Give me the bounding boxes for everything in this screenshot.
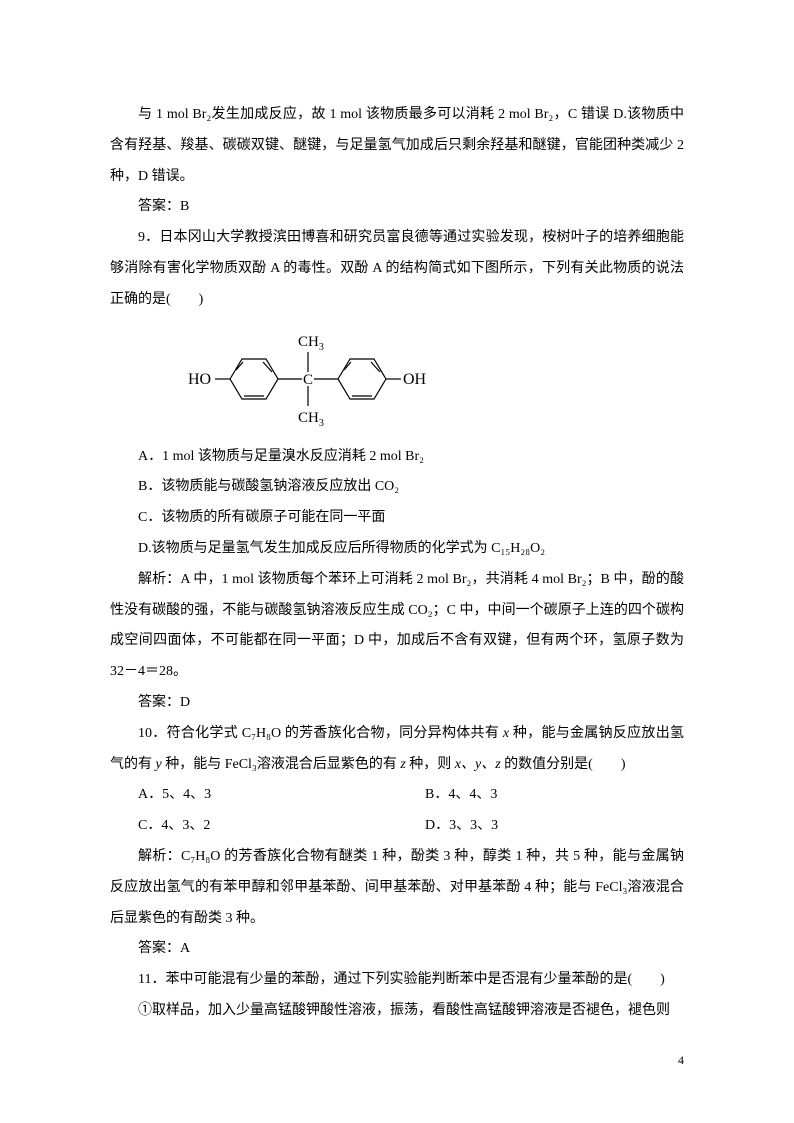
- intro-answer: 答案：B: [110, 192, 684, 223]
- q10-stem-e: 的数值分别是( ): [501, 757, 626, 772]
- q10-xyz: x、y、z: [455, 757, 501, 772]
- q10-option-a: A．5、4、3: [110, 780, 397, 811]
- ho-label: HO: [188, 371, 211, 388]
- q11-stem: 11．苯中可能混有少量的苯酚，通过下列实验能判断苯中是否混有少量苯酚的是( ): [110, 965, 684, 996]
- q11-step1: ①取样品，加入少量高锰酸钾酸性溶液，振荡，看酸性高锰酸钾溶液是否褪色，褪色则: [110, 996, 684, 1027]
- page-number: 4: [678, 1047, 684, 1073]
- q10-stem-c: 种，能与 FeCl₃溶液混合后显紫色的有: [162, 757, 401, 772]
- c-center: C: [303, 372, 313, 388]
- q9-option-d: D.该物质与足量氢气发生加成反应后所得物质的化学式为 C₁₅H₂₈O₂: [110, 534, 684, 565]
- q10-option-d: D．3、3、3: [397, 811, 684, 842]
- q10-stem-a: 10．符合化学式 C₇H₈O 的芳香族化合物，同分异构体共有: [138, 726, 503, 741]
- q9-explain: 解析：A 中，1 mol 该物质每个苯环上可消耗 2 mol Br₂，共消耗 4…: [110, 565, 684, 688]
- q10-stem-d: 种，则: [406, 757, 455, 772]
- q10-answer: 答案：A: [110, 934, 684, 965]
- q10-option-c: C．4、3、2: [110, 811, 397, 842]
- q10-stem: 10．符合化学式 C₇H₈O 的芳香族化合物，同分异构体共有 x 种，能与金属钠…: [110, 719, 684, 781]
- q10-explain: 解析：C₇H₈O 的芳香族化合物有醚类 1 种，酚类 3 种，醇类 1 种，共 …: [110, 842, 684, 934]
- oh-label: OH: [403, 371, 427, 388]
- q9-stem: 9．日本冈山大学教授滨田博喜和研究员富良德等通过实验发现，桉树叶子的培养细胞能够…: [110, 223, 684, 315]
- q9-option-b: B．该物质能与碳酸氢钠溶液反应放出 CO₂: [110, 472, 684, 503]
- ch3-bottom-label: CH3: [298, 410, 324, 429]
- q10-option-b: B．4、4、3: [397, 780, 684, 811]
- q10-options-row1: A．5、4、3 B．4、4、3: [110, 780, 684, 811]
- q9-answer: 答案：D: [110, 688, 684, 719]
- intro-paragraph: 与 1 mol Br₂发生加成反应，故 1 mol 该物质最多可以消耗 2 mo…: [110, 100, 684, 192]
- q9-option-a: A．1 mol 该物质与足量溴水反应消耗 2 mol Br₂: [110, 442, 684, 473]
- ch3-top-label: CH3: [298, 334, 324, 353]
- bisphenol-structure: HO OH CH3 CH3 C: [180, 324, 684, 434]
- q10-options-row2: C．4、3、2 D．3、3、3: [110, 811, 684, 842]
- q9-option-c: C．该物质的所有碳原子可能在同一平面: [110, 503, 684, 534]
